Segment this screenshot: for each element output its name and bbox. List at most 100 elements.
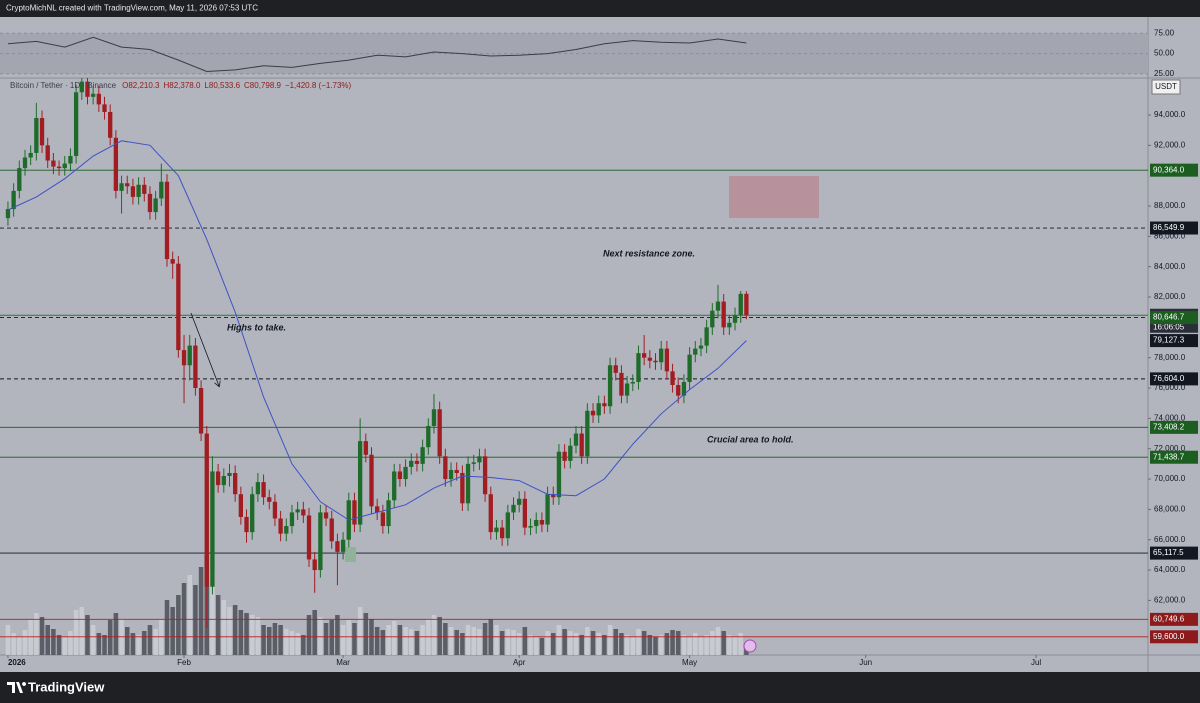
- annotation: Crucial area to hold.: [707, 434, 794, 444]
- candle-body: [153, 198, 158, 213]
- candle-body: [142, 184, 147, 194]
- volume-bar: [340, 625, 346, 655]
- candle-body: [596, 403, 601, 416]
- candle-body: [62, 163, 67, 169]
- y-tick-label: 86,000.0: [1154, 231, 1186, 240]
- candle-body: [539, 520, 545, 525]
- rsi-line: [7, 36, 747, 73]
- candle-body: [409, 460, 414, 467]
- volume-bar: [448, 627, 454, 655]
- candle-body: [363, 441, 368, 455]
- volume-bar: [607, 625, 613, 655]
- volume-bar: [653, 637, 658, 655]
- x-tick-label: May: [682, 658, 697, 667]
- candle-body: [494, 527, 499, 533]
- footer-bar: [0, 672, 1200, 703]
- volume-bar: [408, 629, 414, 655]
- candle-body: [448, 469, 454, 480]
- header-credit: CryptoMichNL created with TradingView.co…: [6, 4, 258, 13]
- candle-body: [215, 471, 221, 486]
- volume-bar: [738, 633, 743, 655]
- volume-bar: [187, 575, 192, 655]
- candle-body: [204, 433, 209, 587]
- currency-box: [1151, 79, 1181, 95]
- volume-bar: [261, 625, 266, 655]
- candle-body: [289, 512, 295, 527]
- candle-body: [687, 354, 692, 382]
- candle-body: [431, 409, 437, 426]
- level-label-box: [1150, 630, 1198, 644]
- volume-bar: [693, 633, 698, 655]
- volume-bar: [147, 625, 153, 655]
- volume-bar: [130, 633, 136, 655]
- x-tick-label: Feb: [177, 658, 191, 667]
- candle-body: [664, 348, 670, 372]
- volume-bar: [562, 629, 567, 655]
- candle-body: [551, 494, 556, 498]
- volume-bar: [437, 617, 442, 655]
- candle-body: [499, 527, 505, 539]
- volume-bar: [346, 620, 352, 655]
- candle-body: [613, 365, 618, 373]
- candle-body: [79, 81, 84, 93]
- volume-bar: [73, 610, 79, 655]
- volume-bar: [79, 607, 85, 655]
- candle-body: [721, 301, 726, 328]
- rsi-band: [0, 33, 1148, 74]
- candle-body: [744, 293, 749, 316]
- volume-bar: [658, 635, 664, 655]
- volume-bar: [386, 625, 391, 655]
- candle-body: [102, 104, 107, 112]
- candle-body: [573, 433, 579, 446]
- volume-bar: [221, 600, 227, 655]
- candle-body: [437, 409, 442, 457]
- candle-body: [477, 456, 482, 463]
- candle-body: [693, 348, 698, 355]
- volume-bar: [107, 620, 113, 655]
- candle-body: [34, 118, 39, 153]
- x-tick-label: Jul: [1031, 658, 1041, 667]
- level-label: 76,604.0: [1153, 374, 1185, 383]
- candle-body: [176, 263, 181, 351]
- candle-body: [295, 509, 300, 513]
- candle-body: [329, 518, 334, 542]
- candle-body: [397, 471, 403, 480]
- volume-bar: [96, 633, 102, 655]
- candle-body: [522, 498, 528, 528]
- level-label: 60,749.6: [1153, 614, 1185, 623]
- volume-bar: [460, 633, 465, 655]
- volume-bar: [670, 630, 675, 655]
- y-tick-label: 94,000.0: [1154, 110, 1186, 119]
- candle-body: [426, 425, 431, 448]
- candle-body: [579, 433, 584, 457]
- level-label: 59,600.0: [1153, 632, 1185, 641]
- candle-body: [136, 184, 141, 197]
- volume-bar: [715, 627, 721, 655]
- candle-body: [221, 476, 226, 486]
- x-tick-label: Apr: [513, 658, 526, 667]
- rsi-tick-label: 50.00: [1154, 49, 1175, 58]
- candle-body: [403, 466, 408, 480]
- candle-body: [357, 441, 363, 525]
- candle-body: [607, 365, 613, 407]
- volume-bar: [284, 629, 289, 655]
- candle-body: [647, 357, 652, 361]
- volume-bar: [380, 630, 386, 655]
- volume-bar: [28, 620, 33, 655]
- candles-layer: [5, 78, 749, 628]
- candle-body: [335, 541, 340, 552]
- volume-bar: [56, 635, 62, 655]
- level-label-box: [1150, 221, 1198, 235]
- candle-body: [238, 494, 244, 517]
- legend-close: C80,798.9: [244, 81, 281, 90]
- candle-body: [698, 345, 704, 349]
- candle-body: [386, 500, 391, 527]
- volume-bar: [403, 627, 408, 655]
- candle-body: [545, 494, 550, 525]
- volume-bar: [142, 631, 147, 655]
- volume-bar: [545, 631, 550, 655]
- candle-body: [187, 345, 192, 366]
- level-label-box: [1150, 372, 1198, 386]
- candle-body: [323, 512, 329, 519]
